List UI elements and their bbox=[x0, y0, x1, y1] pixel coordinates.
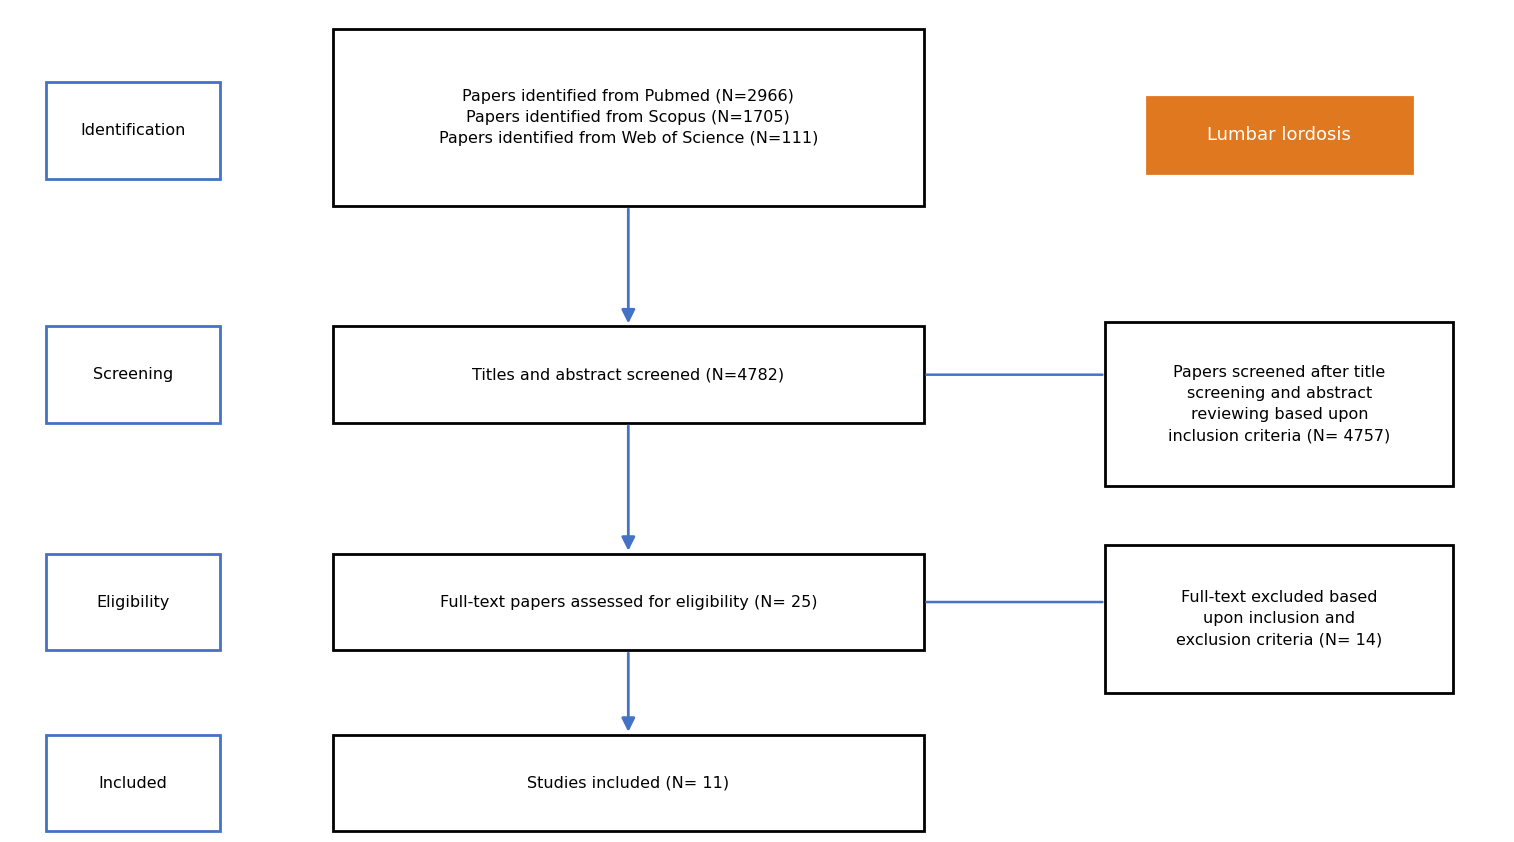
FancyBboxPatch shape bbox=[333, 554, 924, 650]
Text: Eligibility: Eligibility bbox=[97, 594, 170, 610]
Text: Studies included (N= 11): Studies included (N= 11) bbox=[527, 775, 730, 791]
FancyBboxPatch shape bbox=[1148, 97, 1411, 173]
FancyBboxPatch shape bbox=[45, 83, 221, 179]
FancyBboxPatch shape bbox=[1105, 546, 1453, 692]
Text: Included: Included bbox=[98, 775, 168, 791]
Text: Full-text papers assessed for eligibility (N= 25): Full-text papers assessed for eligibilit… bbox=[439, 594, 818, 610]
Text: Lumbar lordosis: Lumbar lordosis bbox=[1207, 125, 1352, 144]
FancyBboxPatch shape bbox=[333, 326, 924, 423]
FancyBboxPatch shape bbox=[333, 734, 924, 832]
FancyBboxPatch shape bbox=[45, 734, 221, 832]
Text: Screening: Screening bbox=[92, 367, 174, 382]
FancyBboxPatch shape bbox=[45, 554, 221, 650]
Text: Titles and abstract screened (N=4782): Titles and abstract screened (N=4782) bbox=[472, 367, 784, 382]
FancyBboxPatch shape bbox=[333, 29, 924, 206]
Text: Papers identified from Pubmed (N=2966)
Papers identified from Scopus (N=1705)
Pa: Papers identified from Pubmed (N=2966) P… bbox=[439, 89, 818, 147]
Text: Papers screened after title
screening and abstract
reviewing based upon
inclusio: Papers screened after title screening an… bbox=[1169, 365, 1390, 443]
FancyBboxPatch shape bbox=[45, 326, 221, 423]
Text: Full-text excluded based
upon inclusion and
exclusion criteria (N= 14): Full-text excluded based upon inclusion … bbox=[1176, 590, 1382, 647]
Text: Identification: Identification bbox=[80, 123, 186, 138]
FancyBboxPatch shape bbox=[1105, 322, 1453, 486]
